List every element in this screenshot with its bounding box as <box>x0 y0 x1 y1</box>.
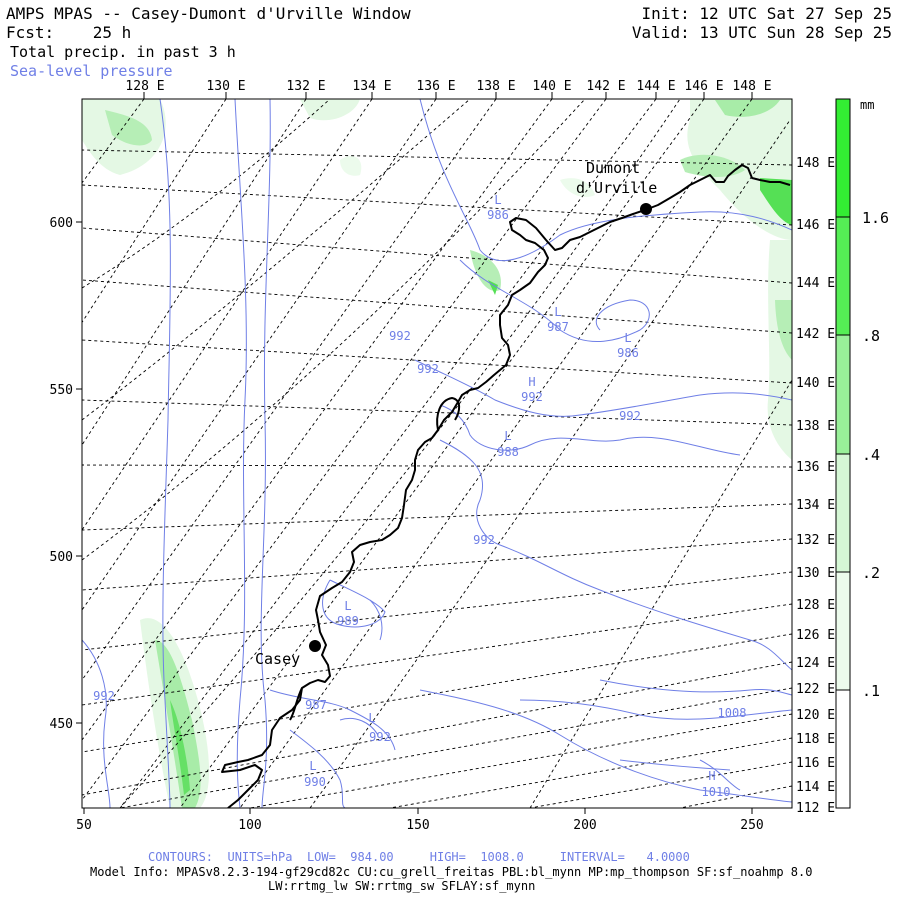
dumont-durville-station-marker[interactable] <box>640 203 652 215</box>
pressure-kind-label: L <box>368 711 375 725</box>
pressure-value-label: 992 <box>521 390 543 404</box>
pressure-kind-label: H <box>708 769 715 783</box>
pressure-value-label: 990 <box>304 775 326 789</box>
coastline <box>221 164 791 808</box>
pressure-value-label: 986 <box>487 208 509 222</box>
right-lon-label: 140 E <box>796 376 835 391</box>
right-lon-label: 128 E <box>796 598 835 613</box>
pressure-kind-label: L <box>624 331 631 345</box>
colorbar-label: .8 <box>862 327 880 345</box>
valid-time: Valid: 13 UTC Sun 28 Sep 25 <box>631 23 892 42</box>
map-title: AMPS MPAS -- Casey-Dumont d'Urville Wind… <box>6 4 411 23</box>
pressure-contours <box>82 99 792 808</box>
pressure-kind-label: L <box>309 759 316 773</box>
dumont-durville-label: d'Urville <box>576 179 657 197</box>
pressure-value-label: 1008 <box>718 706 747 720</box>
y-tick-label: 500 <box>50 550 73 565</box>
forecast-hour: Fcst: 25 h <box>6 23 132 42</box>
colorbar-label: .2 <box>862 564 880 582</box>
right-lon-label: 118 E <box>796 732 835 747</box>
x-tick-label: 200 <box>573 818 596 833</box>
top-lon-label: 128 E <box>125 79 164 94</box>
pressure-value-label: 989 <box>337 614 359 628</box>
right-lon-label: 134 E <box>796 498 835 513</box>
dumont-durville-label: Dumont <box>586 159 640 177</box>
top-lon-label: 146 E <box>684 79 723 94</box>
contour-field-name: Sea-level pressure <box>10 62 173 80</box>
pressure-value-label: 987 <box>547 320 569 334</box>
pressure-value-label: 992 <box>619 409 641 423</box>
casey-station-marker[interactable] <box>309 640 321 652</box>
latitude-lines <box>82 99 792 808</box>
pressure-value-label: 986 <box>617 346 639 360</box>
physics-info: LW:rrtmg_lw SW:rrtmg_sw SFLAY:sf_mynn <box>268 879 536 893</box>
colorbar-label: .4 <box>862 446 880 464</box>
left-ticks <box>76 221 82 724</box>
casey-station-label: Casey <box>255 650 300 668</box>
model-info: Model Info: MPASv8.2.3-194-gf29cd82c CU:… <box>90 865 813 879</box>
right-lon-label: 144 E <box>796 276 835 291</box>
precip-shading <box>82 99 792 808</box>
pressure-kind-label: L <box>344 599 351 613</box>
right-lon-label: 148 E <box>796 156 835 171</box>
right-lon-label: 126 E <box>796 628 835 643</box>
y-tick-label: 550 <box>50 383 73 398</box>
field-name: Total precip. in past 3 h <box>10 43 236 61</box>
pressure-value-label: 992 <box>389 329 411 343</box>
top-lon-label: 140 E <box>532 79 571 94</box>
top-lon-label: 144 E <box>636 79 675 94</box>
right-lon-label: 120 E <box>796 708 835 723</box>
pressure-kind-label: H <box>528 375 535 389</box>
right-lon-label: 112 E <box>796 801 835 816</box>
top-lon-label: 132 E <box>286 79 325 94</box>
pressure-value-label: 992 <box>473 533 495 547</box>
pressure-kind-label: L <box>504 429 511 443</box>
right-lon-label: 122 E <box>796 682 835 697</box>
right-lon-label: 146 E <box>796 218 835 233</box>
pressure-value-label: 992 <box>369 730 391 744</box>
top-lon-label: 136 E <box>416 79 455 94</box>
right-lon-label: 132 E <box>796 533 835 548</box>
top-ticks <box>143 92 753 99</box>
top-lon-label: 142 E <box>586 79 625 94</box>
x-tick-label: 100 <box>238 818 261 833</box>
pressure-kind-label: L <box>554 305 561 319</box>
pressure-value-label: 992 <box>93 689 115 703</box>
x-tick-label: 250 <box>740 818 763 833</box>
map-frame <box>81 98 793 809</box>
longitude-lines <box>82 99 792 808</box>
pressure-value-label: 992 <box>417 362 439 376</box>
right-lon-label: 130 E <box>796 566 835 581</box>
right-lon-label: 142 E <box>796 327 835 342</box>
right-lon-label: 124 E <box>796 656 835 671</box>
contour-info: CONTOURS: UNITS=hPa LOW= 984.00 HIGH= 10… <box>148 850 690 864</box>
colorbar: mm 1.6 .8 .4 .2 .1 <box>835 98 889 809</box>
y-tick-label: 450 <box>50 717 73 732</box>
pressure-value-label: 1010 <box>702 785 731 799</box>
top-lon-label: 138 E <box>476 79 515 94</box>
top-lon-label: 130 E <box>206 79 245 94</box>
right-lon-label: 114 E <box>796 780 835 795</box>
top-lon-label: 134 E <box>352 79 391 94</box>
pressure-value-label: 988 <box>497 445 519 459</box>
right-lon-label: 116 E <box>796 756 835 771</box>
y-tick-label: 600 <box>50 216 73 231</box>
colorbar-label: .1 <box>862 682 880 700</box>
bottom-ticks <box>83 808 753 814</box>
init-time: Init: 12 UTC Sat 27 Sep 25 <box>641 4 892 23</box>
right-lon-label: 136 E <box>796 460 835 475</box>
right-lon-label: 138 E <box>796 419 835 434</box>
x-tick-label: 150 <box>406 818 429 833</box>
pressure-kind-label: L <box>494 193 501 207</box>
x-tick-label: 50 <box>76 818 92 833</box>
top-lon-label: 148 E <box>732 79 771 94</box>
colorbar-label: 1.6 <box>862 209 889 227</box>
pressure-value-label: 987 <box>305 698 327 712</box>
colorbar-unit: mm <box>860 98 874 112</box>
